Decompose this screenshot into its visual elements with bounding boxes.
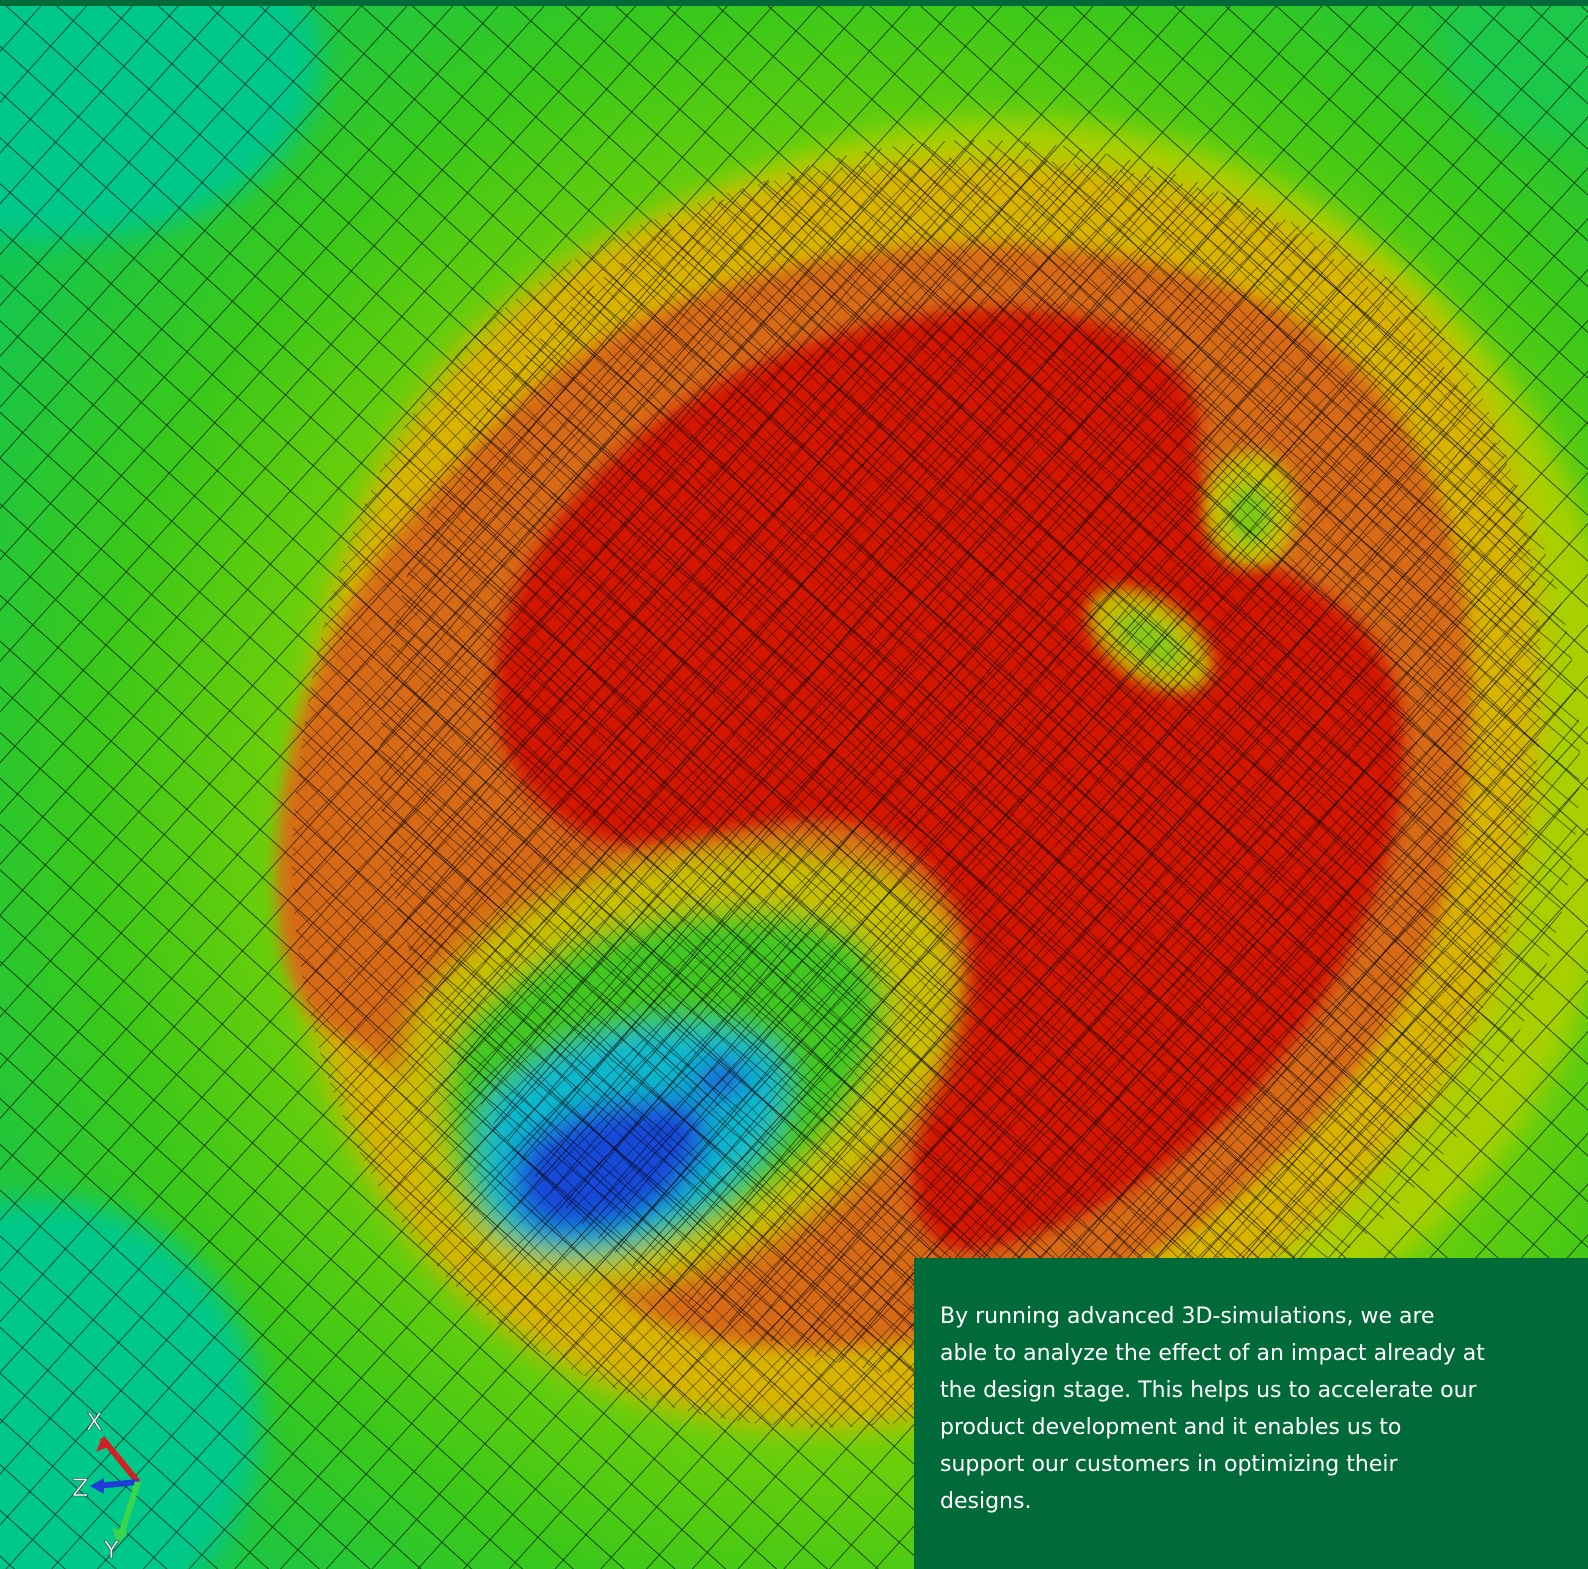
- mesh-fine: [292, 157, 1541, 1428]
- y-axis-arrow: [117, 1481, 141, 1539]
- y-axis-head: [112, 1528, 128, 1544]
- axis-triad: X Z Y: [72, 1410, 141, 1560]
- x-axis-head: [96, 1438, 110, 1452]
- z-axis-label: Z: [72, 1474, 88, 1502]
- caption-text: By running advanced 3D-simulations, we a…: [940, 1304, 1485, 1514]
- x-axis-label: X: [86, 1410, 102, 1436]
- z-axis-head: [90, 1478, 104, 1494]
- caption-panel: By running advanced 3D-simulations, we a…: [914, 1258, 1588, 1569]
- top-strip: [0, 0, 1588, 6]
- y-axis-label: Y: [103, 1536, 119, 1560]
